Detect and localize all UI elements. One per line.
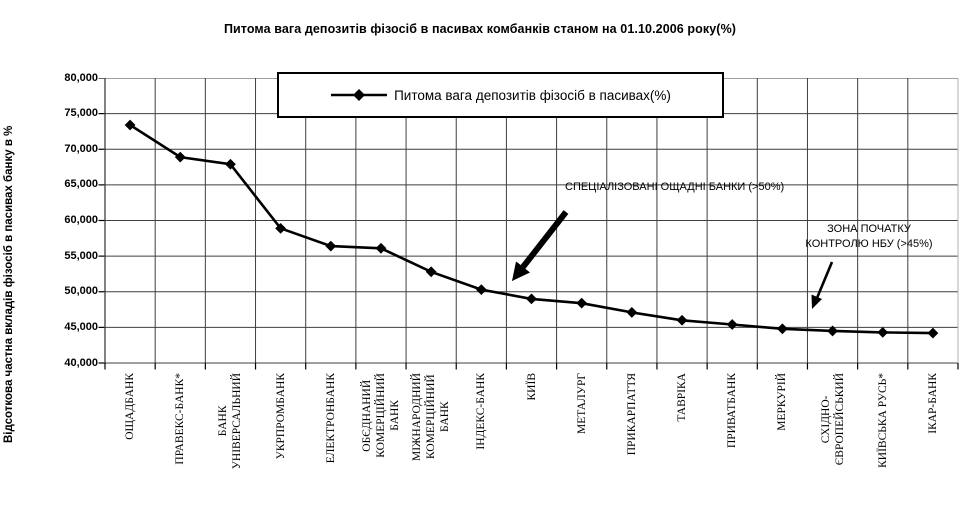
x-category-label: ТАВРІКА [676, 373, 689, 422]
y-tick-label: 80,000 [64, 71, 98, 84]
x-category-label: МЕТАЛУРГ [575, 373, 588, 434]
x-category-label: КИЇВ [525, 373, 538, 401]
x-category-label: ПРАВЕКС-БАНК* [174, 373, 187, 465]
x-category-label: ОБЄДНАНИЙ КОМЕРЦІЙНИЙ БАНК [360, 373, 401, 458]
y-tick-label: 60,000 [64, 214, 98, 226]
y-tick-label: 70,000 [64, 142, 98, 155]
data-point-marker [375, 242, 387, 254]
x-category-label: БАНК УНІВЕРСАЛЬНИЙ [217, 373, 244, 470]
y-tick-label: 40,000 [64, 356, 98, 369]
legend-label: Питома вага депозитів фізосіб в пасивах(… [394, 87, 671, 103]
x-category-label: ОЩАДБАНК [124, 373, 137, 440]
data-point-marker [275, 222, 287, 234]
x-category-label: ІНДЕКС-БАНК [475, 373, 488, 450]
data-point-marker [576, 297, 588, 309]
legend-line-diamond-icon [331, 89, 388, 101]
x-category-label: ПРИВАТБАНК [726, 373, 739, 449]
data-point-marker [626, 307, 638, 318]
data-point-marker [325, 240, 337, 252]
y-tick-label: 65,000 [64, 178, 98, 191]
data-point-marker [726, 319, 738, 330]
data-point-marker [174, 151, 186, 163]
x-category-label: УКРПРОМБАНК [274, 373, 287, 460]
data-point-marker [526, 293, 537, 305]
y-tick-label: 50,000 [64, 285, 98, 298]
x-category-label: КИЇВСЬКА РУСЬ* [876, 373, 889, 468]
data-point-marker [927, 327, 939, 339]
data-point-marker [425, 266, 437, 278]
data-point-marker [225, 158, 236, 170]
x-category-label: МІЖНАРОДНИЙ КОМЕРЦІЙНИЙ БАНК [411, 373, 452, 461]
annotation-nbu-control-zone: ЗОНА ПОЧАТКУ КОНТРОЛЮ НБУ (>45%) [805, 223, 933, 250]
x-category-label: ІКАР-БАНК [926, 373, 939, 434]
y-axis-title: Відсоткова частна вкладів фізосіб в паси… [3, 125, 15, 443]
data-point-marker [776, 323, 788, 335]
y-tick-label: 75,000 [64, 107, 98, 120]
x-category-label: ЕЛЕКТРОНБАНК [324, 373, 337, 464]
y-tick-label: 45,000 [64, 320, 98, 333]
legend-box: Питома вага депозитів фізосіб в пасивах(… [277, 72, 724, 118]
annotation-specialized-savings-banks: СПЕЦІАЛІЗОВАНІ ОЩАДНІ БАНКИ (>50%) [565, 181, 785, 193]
x-category-label: МЕРКУРІЙ [776, 373, 789, 431]
data-point-marker [877, 326, 889, 338]
y-tick-label: 55,000 [64, 249, 98, 262]
x-category-label: СХІДНО- ЄВРОПЕЙСЬКИЙ [819, 373, 846, 466]
x-category-label: ПРИКАРПАТТЯ [625, 373, 638, 456]
data-point-marker [475, 284, 487, 296]
data-point-marker [676, 314, 688, 326]
chart-title: Питома вага депозитів фізосіб в пасивах … [223, 22, 737, 36]
